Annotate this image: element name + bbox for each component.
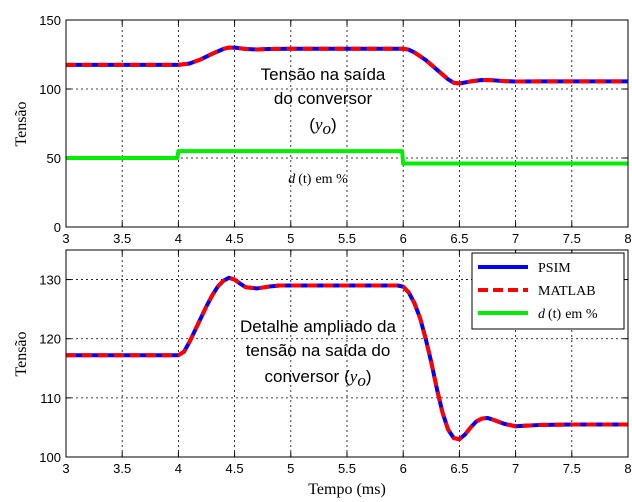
top-x-tick-labels: 3 3.5 4 4.5 5 5.5 6 6.5 7 7.5 8 [62,231,631,246]
legend-label-psim: PSIM [538,261,571,276]
top-x-tick-label: 6 [400,231,407,246]
top-panel: 3 3.5 4 4.5 5 5.5 6 6.5 7 7.5 8 0 50 100 150 Tensão T… [13,13,632,246]
top-y-tick-label: 100 [39,82,61,97]
bottom-x-tick-labels: 3 3.5 4 4.5 5 5.5 6 6.5 7 7.5 8 [62,461,631,476]
top-duty-var: d [288,172,296,187]
top-series-d-t-em-line [66,149,628,166]
bot-y-tick-label: 130 [39,273,61,288]
top-x-tick-label: 3 [62,231,69,246]
top-x-tick-label: 6.5 [450,231,468,246]
bot-x-tick-label: 6 [400,461,407,476]
top-y-tick-labels: 0 50 100 150 [39,13,61,235]
bottom-y-axis-label: Tensão [13,331,30,376]
legend-label-duty: d (t) em % [538,307,598,322]
top-series-matlab-line [66,45,628,86]
top-x-tick-label: 7 [512,231,519,246]
bottom-y-tick-labels: 100 110 120 130 [39,273,61,465]
bottom-annotation-var-sub: o [357,371,366,390]
top-annotation-var-open: ( [309,115,315,134]
top-duty-annotation: d (t) em % [288,172,348,187]
bottom-axes-frame [65,249,629,458]
bottom-annotation-line3: conversor (yo) [264,367,371,390]
bottom-annotation-var-name: y [348,367,358,386]
top-x-tick-label: 8 [624,231,631,246]
top-x-tick-label: 5 [287,231,294,246]
top-y-tick-label: 0 [54,220,61,235]
top-y-axis-label: Tensão [13,101,30,146]
top-duty-arg: (t) [298,172,312,187]
bot-x-tick-label: 4.5 [226,461,244,476]
top-annotation-line1: Tensão na saída [261,65,386,84]
bottom-annotation-line2: tensão na saída do [246,341,391,360]
bot-y-tick-label: 100 [39,450,61,465]
bottom-annotation-word: conversor [264,367,339,386]
top-annotation-var-sub: o [323,119,332,138]
top-x-tick-label: 5.5 [338,231,356,246]
bot-x-tick-label: 3 [62,461,69,476]
bottom-series [66,275,628,442]
top-duty-unit: em % [315,172,348,187]
legend: PSIM MATLAB d (t) em % [471,252,625,330]
bot-series-matlab-line [66,275,628,442]
bot-y-tick-label: 120 [39,332,61,347]
bot-x-tick-label: 5.5 [338,461,356,476]
legend-label-matlab: MATLAB [538,284,596,299]
top-axes-frame [65,19,629,228]
x-axis-label: Tempo (ms) [308,481,386,498]
bot-x-tick-label: 7.5 [563,461,581,476]
top-x-tick-label: 7.5 [563,231,581,246]
top-x-tick-label: 3.5 [113,231,131,246]
top-annotation-var-name: y [313,115,323,134]
bot-x-tick-label: 4 [175,461,182,476]
top-annotation-var-close: ) [331,115,337,134]
bottom-panel: 3 3.5 4 4.5 5 5.5 6 6.5 7 7.5 8 100 110 120 130 Tensã… [13,249,632,498]
bot-x-tick-label: 5 [287,461,294,476]
top-annotation-line2: do conversor [274,89,373,108]
top-series [66,45,628,166]
top-y-tick-label: 50 [47,151,61,166]
top-x-tick-label: 4.5 [226,231,244,246]
legend-duty-unit: em % [565,307,598,322]
legend-duty-arg: (t) [548,307,562,322]
bot-y-tick-label: 110 [40,391,61,406]
top-x-tick-label: 4 [175,231,182,246]
bot-x-tick-label: 3.5 [113,461,131,476]
top-y-tick-label: 150 [39,13,61,28]
top-annotation-var: (yo) [309,115,336,138]
bottom-annotation-line1: Detalhe ampliado da [240,317,396,336]
bottom-annotation-var-open: ( [344,367,350,386]
bot-x-tick-label: 6.5 [450,461,468,476]
legend-duty-var: d [538,307,546,322]
bot-x-tick-label: 8 [624,461,631,476]
bottom-annotation-var-close: ) [366,367,372,386]
bot-x-tick-label: 7 [512,461,519,476]
top-plot-area [66,20,628,227]
